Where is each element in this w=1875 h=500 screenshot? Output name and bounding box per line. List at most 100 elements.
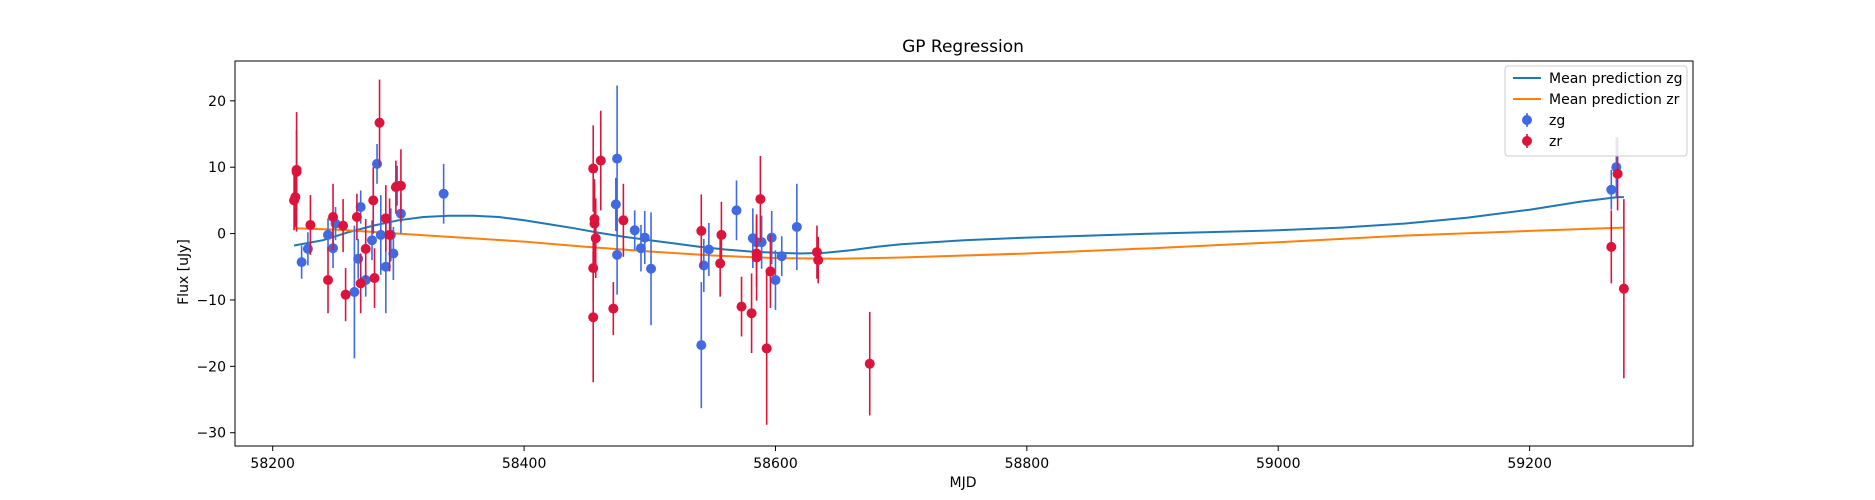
data-point-zg xyxy=(296,245,307,279)
marker-zr xyxy=(360,243,371,254)
marker-zr xyxy=(340,289,351,300)
data-point-zg xyxy=(610,177,621,231)
marker-zr xyxy=(813,255,824,266)
marker-zg xyxy=(302,243,313,254)
marker-zg xyxy=(323,229,334,240)
legend-marker-zr xyxy=(1522,136,1532,146)
marker-zg xyxy=(766,232,777,243)
marker-zr xyxy=(351,211,362,222)
y-tick-label: −20 xyxy=(196,359,226,375)
x-tick-label: 58400 xyxy=(502,456,547,472)
y-axis-label: Flux [uJy] xyxy=(176,239,192,305)
marker-zr xyxy=(590,233,601,244)
legend-label-mean-prediction-zr: Mean prediction zr xyxy=(1549,92,1680,108)
marker-zr xyxy=(595,155,606,166)
data-point-zr xyxy=(696,194,707,268)
data-point-zg xyxy=(1606,169,1617,210)
legend: Mean prediction zg Mean prediction zr zg zr xyxy=(1504,65,1688,157)
marker-zr xyxy=(696,225,707,236)
data-point-zr xyxy=(305,195,316,255)
marker-zg xyxy=(731,205,742,216)
y-tick-label: 0 xyxy=(217,227,226,243)
y-tick-label: 20 xyxy=(208,94,226,110)
y-tick-label: −30 xyxy=(196,426,226,442)
x-tick-label: 58200 xyxy=(250,456,295,472)
data-point-zg xyxy=(323,218,334,252)
marker-zg xyxy=(698,260,709,271)
data-point-zr xyxy=(395,149,406,223)
chart-title: GP Regression xyxy=(902,37,1024,57)
legend-label-zg: zg xyxy=(1549,113,1565,129)
marker-zg xyxy=(696,340,707,351)
marker-zg xyxy=(610,199,621,210)
marker-zr xyxy=(374,117,385,128)
marker-zr xyxy=(746,308,757,319)
marker-zr xyxy=(368,195,379,206)
plot-frame xyxy=(234,60,1694,447)
data-point-zg xyxy=(766,211,777,265)
marker-zr xyxy=(305,219,316,230)
data-point-zr xyxy=(755,155,766,243)
data-point-zr xyxy=(1618,199,1629,379)
data-point-zr xyxy=(1606,210,1617,284)
marker-zr xyxy=(811,247,822,258)
data-point-zr xyxy=(618,183,629,257)
legend-entry-mean-prediction-zg: Mean prediction zg xyxy=(1513,71,1683,87)
x-tick-label: 59000 xyxy=(1256,456,1301,472)
data-point-zr xyxy=(328,183,339,251)
x-tick-label: 58600 xyxy=(753,456,798,472)
marker-zg xyxy=(438,188,449,199)
marker-zg xyxy=(756,237,767,248)
data-point-zr xyxy=(813,236,824,284)
marker-zg xyxy=(791,221,802,232)
data-point-zg xyxy=(731,180,742,241)
marker-zr xyxy=(765,266,776,277)
data-point-zr xyxy=(715,230,726,297)
data-point-zg xyxy=(776,236,787,277)
data-point-zg xyxy=(756,215,767,269)
marker-zr xyxy=(715,258,726,269)
marker-zg xyxy=(639,232,650,243)
marker-zg xyxy=(353,253,364,264)
marker-zr xyxy=(323,275,334,286)
marker-zr xyxy=(755,194,766,205)
marker-zr xyxy=(384,229,395,240)
data-point-zr xyxy=(291,130,302,210)
marker-zr xyxy=(589,218,600,229)
data-point-zr xyxy=(716,201,727,269)
marker-zg xyxy=(296,257,307,268)
marker-zg xyxy=(612,153,623,164)
x-tick-label: 59200 xyxy=(1507,456,1552,472)
marker-zr xyxy=(588,312,599,323)
data-point-zr xyxy=(355,253,366,314)
data-point-zr xyxy=(811,225,822,279)
legend-label-mean-prediction-zg: Mean prediction zg xyxy=(1549,71,1683,87)
marker-zg xyxy=(349,287,360,297)
marker-zr xyxy=(291,164,302,175)
data-point-zr xyxy=(864,311,875,416)
data-point-zr xyxy=(384,198,395,272)
marker-zr xyxy=(355,278,366,289)
data-point-zr xyxy=(588,125,599,212)
data-point-zr xyxy=(374,79,385,166)
data-point-zr xyxy=(761,272,772,425)
legend-box xyxy=(1504,65,1688,157)
data-point-zg xyxy=(375,195,386,275)
marker-zr xyxy=(1612,168,1623,179)
marker-zr xyxy=(864,358,875,369)
marker-zr xyxy=(1606,241,1617,252)
marker-zr xyxy=(395,180,406,191)
x-tick-label: 58800 xyxy=(1005,456,1050,472)
marker-zg xyxy=(375,229,386,240)
data-point-zr xyxy=(608,282,619,336)
marker-zr xyxy=(338,220,349,231)
data-point-zg xyxy=(349,225,360,359)
data-point-zr xyxy=(746,273,757,354)
data-point-zg xyxy=(438,163,449,224)
marker-zg xyxy=(355,202,366,213)
legend-entry-zr: zr xyxy=(1522,134,1562,150)
marker-zr xyxy=(588,163,599,174)
marker-zg xyxy=(629,225,640,236)
marker-zg xyxy=(388,248,399,259)
data-point-zr xyxy=(338,199,349,253)
